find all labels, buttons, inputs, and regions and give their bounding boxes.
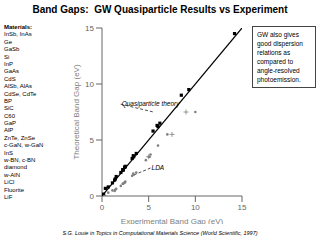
- html-text:LiF: LiF: [4, 194, 13, 200]
- svg-text:5: 5: [146, 203, 151, 212]
- svg-text:10: 10: [191, 203, 200, 212]
- html-text:w-AlN: w-AlN: [4, 171, 20, 178]
- svg-text:5: 5: [90, 136, 95, 145]
- html-text:SiC: SiC: [4, 105, 14, 112]
- svg-text:15: 15: [85, 24, 94, 33]
- html-text:diamond: diamond: [4, 164, 27, 171]
- html-text:Fluorite: Fluorite: [4, 186, 24, 193]
- html-text:Materials:: Materials:: [4, 24, 32, 30]
- html-text:AlP: AlP: [4, 127, 14, 134]
- html-text:Ge: Ge: [4, 38, 12, 45]
- svg-text:10: 10: [85, 80, 94, 89]
- svg-text:0: 0: [100, 203, 105, 212]
- html-text:GW also gives good dispersion: GW also gives good dispersion relations …: [257, 31, 303, 83]
- html-text:CdSe, CdTe: CdSe, CdTe: [4, 90, 37, 97]
- html-text:S.G. Louie in Topics in Comput: S.G. Louie in Topics in Computational Ma…: [62, 230, 258, 236]
- html-text:InP: InP: [4, 61, 13, 67]
- html-text:GaP: GaP: [4, 120, 16, 127]
- html-text:CdS: CdS: [4, 75, 16, 82]
- svg-text:15: 15: [238, 203, 247, 212]
- html-text:LiCl: LiCl: [4, 179, 15, 186]
- html-text:GaSb: GaSb: [4, 46, 20, 53]
- html-text:BP: BP: [4, 97, 12, 104]
- svg-text:Theoretical Band Gap (eV): Theoretical Band Gap (eV): [72, 64, 81, 159]
- html-text:ZnTe, ZnSe: ZnTe, ZnSe: [4, 134, 35, 141]
- html-text:Band Gaps: GW Quasiparticle Re: Band Gaps: GW Quasiparticle Results vs E…: [32, 4, 288, 15]
- html-text:Si: Si: [4, 53, 10, 60]
- html-text:GaAs: GaAs: [4, 68, 19, 75]
- html-text:c-GaN, w-GaN: c-GaN, w-GaN: [4, 142, 44, 149]
- html-text:C60: C60: [4, 112, 15, 119]
- svg-text:Experimental Band Gap (eV): Experimental Band Gap (eV): [121, 217, 224, 224]
- svg-text:0: 0: [90, 192, 95, 201]
- svg-text:LDA: LDA: [152, 164, 165, 171]
- html-text:InS: InS: [4, 149, 13, 156]
- html-text:AlSb, AlAs: AlSb, AlAs: [4, 83, 32, 90]
- svg-text:Quasiparticle theory: Quasiparticle theory: [122, 100, 181, 108]
- html-text:InSb, InAs: InSb, InAs: [4, 31, 32, 38]
- html-text:w-BN, c-BN: w-BN, c-BN: [4, 157, 36, 163]
